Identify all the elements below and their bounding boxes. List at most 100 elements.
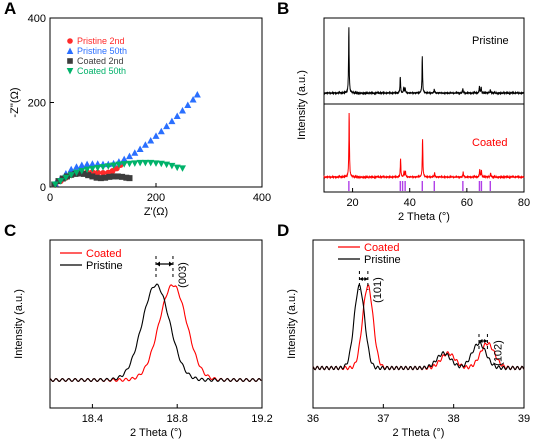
arrowhead bbox=[483, 339, 488, 343]
data-point bbox=[141, 159, 149, 167]
legend-label: Pristine 50th bbox=[77, 46, 127, 56]
data-point bbox=[163, 161, 171, 169]
data-point bbox=[179, 165, 186, 172]
data-point bbox=[110, 162, 118, 169]
legend-marker bbox=[66, 68, 74, 75]
arrowhead bbox=[156, 261, 160, 267]
data-point bbox=[168, 117, 176, 125]
data-point bbox=[78, 161, 86, 169]
data-point bbox=[78, 167, 86, 175]
peak-annotation: (102) bbox=[492, 340, 504, 366]
data-point bbox=[147, 159, 155, 167]
data-point bbox=[67, 172, 75, 179]
data-point bbox=[104, 163, 112, 170]
data-point bbox=[189, 96, 197, 103]
data-point bbox=[131, 149, 139, 156]
panel-d-chart: 36 37 38 39 2 Theta (°) Intensity (a.u.) Coate… bbox=[286, 239, 530, 439]
x-tick-label: 20 bbox=[346, 197, 358, 209]
data-point bbox=[131, 160, 139, 167]
data-point bbox=[115, 161, 123, 169]
data-point bbox=[97, 175, 104, 182]
panel-b-chart: 20 40 60 80 2 Theta (°) Intensity (a.u.) Prist… bbox=[296, 17, 530, 223]
data-point bbox=[173, 164, 181, 172]
diffraction-peak-pristine bbox=[49, 283, 262, 383]
x-tick-label: 38 bbox=[448, 413, 460, 425]
xrd-pattern-coated bbox=[323, 112, 525, 180]
x-tick-label: 400 bbox=[253, 192, 271, 204]
data-point bbox=[93, 174, 100, 181]
data-point bbox=[114, 173, 121, 180]
panel-a-chart: 0 200 400 0 200 400 Z'(Ω) -Z''(Ω) Pristine 2ndPr… bbox=[9, 13, 271, 218]
x-tick-label: 37 bbox=[377, 413, 389, 425]
data-point bbox=[123, 174, 130, 181]
legend-marker bbox=[67, 38, 73, 44]
data-point bbox=[136, 159, 144, 167]
data-point bbox=[173, 112, 181, 120]
data-point bbox=[157, 127, 165, 135]
x-tick-label: 200 bbox=[147, 192, 165, 204]
data-point bbox=[80, 170, 87, 177]
x-tick-label: 80 bbox=[518, 197, 530, 209]
x-tick-label: 36 bbox=[307, 413, 319, 425]
data-point bbox=[94, 169, 101, 176]
data-point bbox=[67, 165, 75, 173]
data-point bbox=[83, 160, 91, 168]
data-point bbox=[51, 181, 59, 188]
y-axis-label: -Z''(Ω) bbox=[9, 87, 21, 117]
data-point bbox=[110, 173, 117, 180]
arrowhead bbox=[478, 339, 483, 343]
data-point bbox=[85, 172, 92, 179]
data-point bbox=[89, 173, 96, 180]
peak-annotation: (101) bbox=[372, 277, 384, 303]
x-tick-label: 60 bbox=[461, 197, 473, 209]
x-axis-label: 2 Theta (°) bbox=[130, 427, 182, 439]
panel-letter-c: C bbox=[4, 221, 16, 240]
legend-label: Coated bbox=[86, 248, 121, 260]
legend-marker bbox=[66, 47, 74, 54]
legend-label: Pristine bbox=[86, 260, 123, 272]
data-point bbox=[55, 178, 62, 185]
data-point bbox=[126, 160, 133, 168]
legend-label: Coated bbox=[364, 242, 399, 254]
data-point bbox=[163, 122, 171, 130]
data-point bbox=[147, 137, 155, 144]
data-point bbox=[76, 170, 83, 177]
data-point bbox=[100, 170, 106, 177]
x-tick-label: 18.4 bbox=[82, 413, 103, 425]
y-axis-label: Intensity (a.u.) bbox=[286, 289, 298, 359]
data-point bbox=[88, 160, 96, 167]
data-point bbox=[152, 132, 160, 139]
data-point bbox=[99, 164, 107, 171]
x-axis-label: 2 Theta (°) bbox=[398, 211, 450, 223]
data-point bbox=[126, 175, 133, 182]
panel-c-chart: 18.4 18.8 19.2 2 Theta (°) Intensity (a.u.) C… bbox=[13, 239, 273, 439]
data-point bbox=[57, 178, 65, 185]
arrowhead bbox=[359, 277, 363, 281]
data-point bbox=[179, 107, 186, 114]
x-axis-label: 2 Theta (°) bbox=[393, 427, 445, 439]
data-point bbox=[94, 164, 102, 172]
data-point bbox=[102, 174, 109, 181]
data-point bbox=[73, 169, 80, 177]
series-label-pristine: Pristine bbox=[472, 35, 509, 47]
series-label-coated: Coated bbox=[472, 137, 507, 149]
xrd-pattern-pristine bbox=[323, 27, 525, 96]
plot-frame bbox=[323, 17, 525, 193]
legend-label: Pristine bbox=[364, 254, 401, 266]
data-point bbox=[168, 162, 176, 170]
data-point bbox=[184, 101, 192, 109]
data-point bbox=[83, 166, 91, 174]
legend-label: Coated 2nd bbox=[77, 56, 124, 66]
x-tick-label: 40 bbox=[404, 197, 416, 209]
legend-label: Coated 50th bbox=[77, 66, 126, 76]
y-tick-label: 400 bbox=[28, 13, 46, 25]
data-point bbox=[119, 173, 126, 180]
data-point bbox=[136, 145, 144, 152]
panel-letter-a: A bbox=[4, 0, 16, 18]
data-point bbox=[73, 163, 80, 170]
data-point bbox=[120, 155, 128, 163]
data-point bbox=[141, 141, 149, 148]
data-point bbox=[126, 152, 133, 160]
panel-letter-b: B bbox=[277, 0, 289, 18]
